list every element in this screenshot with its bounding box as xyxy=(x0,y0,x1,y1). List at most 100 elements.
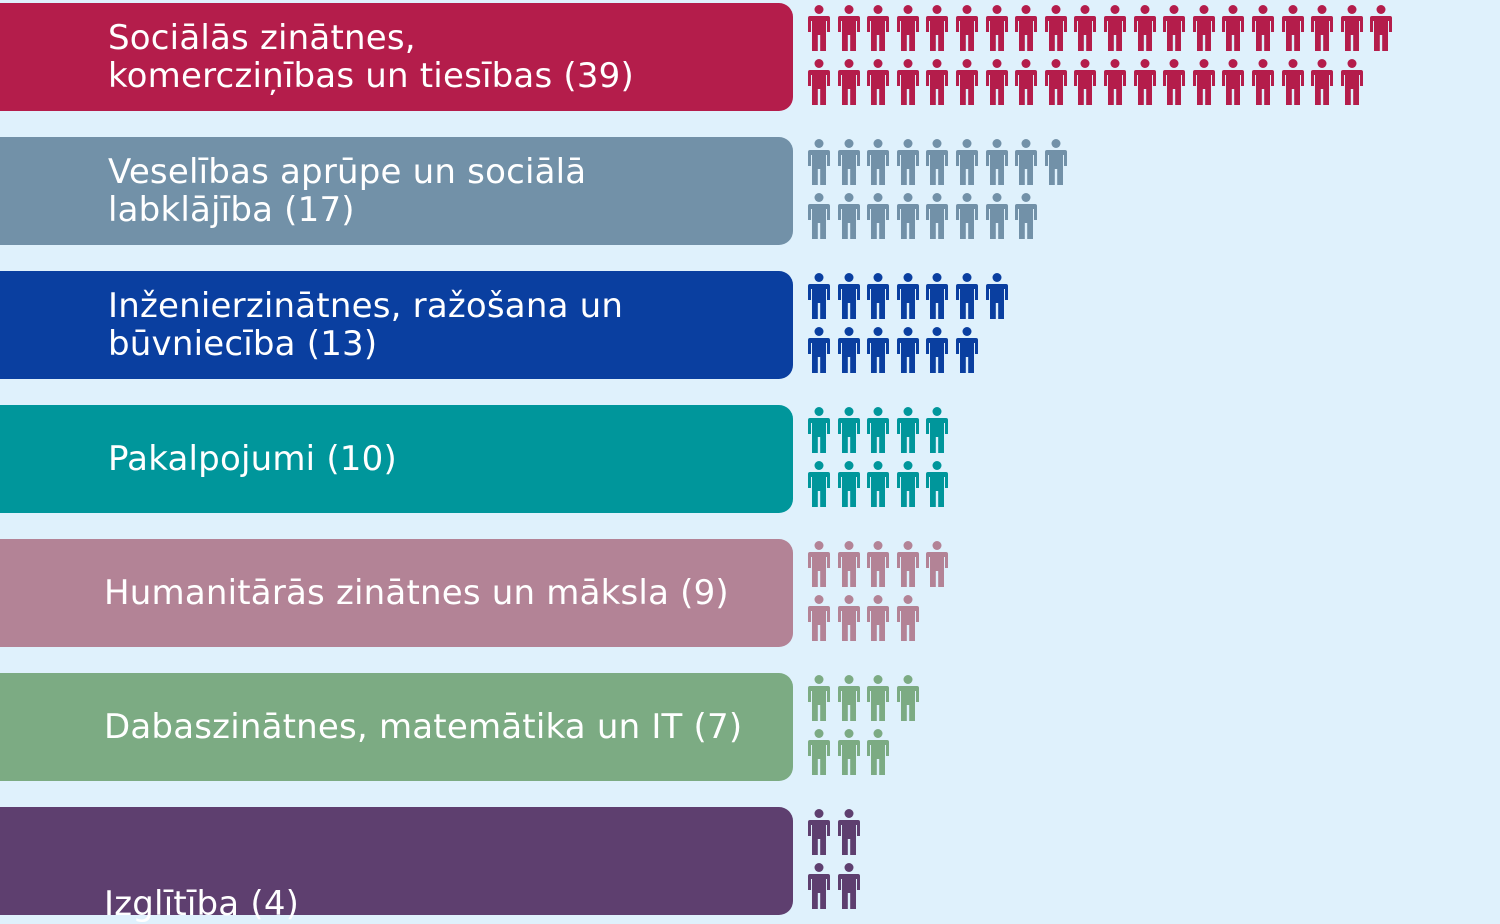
person-icon xyxy=(956,273,978,319)
person-icon xyxy=(838,59,860,105)
person-icon xyxy=(897,675,919,721)
person-icon xyxy=(1341,59,1363,105)
category-row-social-sciences: Sociālās zinātnes, komercziņības un ties… xyxy=(0,3,1500,111)
category-label-bar: Dabaszinātnes, matemātika un IT (7) xyxy=(0,673,793,781)
person-icon xyxy=(1252,5,1274,51)
person-icon xyxy=(1282,5,1304,51)
person-icon xyxy=(867,461,889,507)
person-icon xyxy=(986,59,1008,105)
person-icon xyxy=(808,675,830,721)
category-label-line1: Veselības aprūpe un sociālā xyxy=(108,152,587,192)
category-row-engineering: Inženierzinātnes, ražošana un būvniecība… xyxy=(0,271,1500,379)
category-label-line2: komercziņības un tiesības (39) xyxy=(108,56,634,96)
person-icon xyxy=(1193,5,1215,51)
person-icon xyxy=(1163,5,1185,51)
person-icon xyxy=(838,729,860,775)
person-icon xyxy=(808,729,830,775)
category-label-line1: Inženierzinātnes, ražošana un xyxy=(108,286,624,326)
pictograph-chart: Sociālās zinātnes, komercziņības un ties… xyxy=(0,3,1500,923)
person-icon xyxy=(926,327,948,373)
category-label-line1: Humanitārās zinātnes un māksla (9) xyxy=(104,573,729,613)
person-icon xyxy=(1015,139,1037,185)
person-icon xyxy=(838,327,860,373)
person-icon xyxy=(867,59,889,105)
person-icon xyxy=(1222,5,1244,51)
person-icon xyxy=(1341,5,1363,51)
category-label-line1: Izglītība (4) xyxy=(104,884,300,924)
person-icon xyxy=(867,729,889,775)
person-icon xyxy=(808,461,830,507)
person-icon xyxy=(926,407,948,453)
person-icon xyxy=(926,273,948,319)
person-icon-group xyxy=(808,405,1488,513)
category-label-line2: būvniecība (13) xyxy=(108,324,378,364)
person-icon xyxy=(897,5,919,51)
person-icon xyxy=(1252,59,1274,105)
person-icon xyxy=(1134,5,1156,51)
person-icon xyxy=(838,809,860,855)
person-icon xyxy=(1282,59,1304,105)
person-icon xyxy=(1222,59,1244,105)
category-label: Sociālās zinātnes, komercziņības un ties… xyxy=(108,19,634,95)
category-label-line1: Sociālās zinātnes, xyxy=(108,18,416,58)
person-icon xyxy=(1104,59,1126,105)
category-row-education: Izglītība (4) xyxy=(0,807,1500,923)
category-label-bar: Humanitārās zinātnes un māksla (9) xyxy=(0,539,793,647)
person-icon xyxy=(986,139,1008,185)
person-icon xyxy=(867,675,889,721)
person-icon xyxy=(897,461,919,507)
person-icon-group xyxy=(808,3,1488,111)
person-icon-group xyxy=(808,271,1488,379)
person-icon xyxy=(897,327,919,373)
person-icon xyxy=(838,541,860,587)
person-icon xyxy=(808,407,830,453)
category-label: Inženierzinātnes, ražošana un būvniecība… xyxy=(108,287,623,363)
person-icon xyxy=(1015,193,1037,239)
person-icon-group xyxy=(808,807,1488,915)
category-label-line2: labklājība (17) xyxy=(108,190,355,230)
person-icon xyxy=(867,193,889,239)
person-icon xyxy=(867,139,889,185)
person-icon xyxy=(808,5,830,51)
person-icon xyxy=(956,327,978,373)
person-icon xyxy=(1311,5,1333,51)
category-row-services: Pakalpojumi (10) xyxy=(0,405,1500,513)
person-icon xyxy=(867,273,889,319)
person-icon xyxy=(867,541,889,587)
person-icon xyxy=(808,139,830,185)
person-icon xyxy=(986,5,1008,51)
person-icon xyxy=(926,541,948,587)
category-row-natural-sciences: Dabaszinātnes, matemātika un IT (7) xyxy=(0,673,1500,781)
person-icon xyxy=(926,461,948,507)
person-icon xyxy=(808,809,830,855)
person-icon xyxy=(926,193,948,239)
category-label: Humanitārās zinātnes un māksla (9) xyxy=(104,574,729,612)
person-icon xyxy=(897,193,919,239)
person-icon xyxy=(867,407,889,453)
person-icon xyxy=(1045,5,1067,51)
person-icon xyxy=(897,595,919,641)
person-icon xyxy=(838,139,860,185)
person-icon xyxy=(1311,59,1333,105)
person-icon xyxy=(986,273,1008,319)
person-icon xyxy=(926,5,948,51)
category-label-bar: Izglītība (4) xyxy=(0,807,793,923)
person-icon xyxy=(808,327,830,373)
category-label: Izglītība (4) xyxy=(104,842,299,923)
person-icon xyxy=(838,461,860,507)
person-icon xyxy=(1370,5,1392,51)
person-icon xyxy=(838,595,860,641)
person-icon xyxy=(1015,59,1037,105)
person-icon xyxy=(1074,5,1096,51)
person-icon xyxy=(1074,59,1096,105)
person-icon-group xyxy=(808,137,1488,245)
category-label-bar: Inženierzinātnes, ražošana un būvniecība… xyxy=(0,271,793,379)
person-icon xyxy=(1104,5,1126,51)
person-icon xyxy=(808,541,830,587)
person-icon xyxy=(838,273,860,319)
person-icon xyxy=(867,327,889,373)
category-label-line1: Pakalpojumi (10) xyxy=(108,439,397,479)
person-icon xyxy=(1163,59,1185,105)
person-icon xyxy=(808,595,830,641)
person-icon xyxy=(956,59,978,105)
